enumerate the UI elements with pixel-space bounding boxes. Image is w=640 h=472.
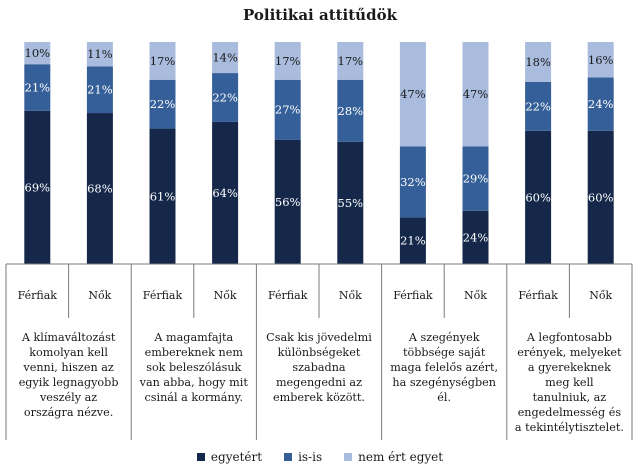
group-statement: A magamfajta embereknek nem sok beleszól… (139, 331, 248, 404)
data-label: 22% (150, 97, 176, 111)
data-label: 47% (463, 87, 489, 101)
group-statement: A szegények többsége saját maga felelős … (390, 331, 499, 404)
data-label: 32% (400, 175, 426, 189)
bar-segment-disagree (24, 42, 51, 65)
bar-category-label: Férfiak (518, 289, 558, 302)
data-label: 61% (150, 189, 176, 203)
bar-segment-disagree (525, 42, 552, 82)
group-statement: Csak kis jövedelmi különbségeket szabadn… (266, 331, 372, 404)
data-label: 21% (25, 81, 51, 95)
legend-item-disagree: nem ért egyet (344, 450, 443, 464)
legend-swatch-disagree (344, 453, 353, 461)
bar-segment-neutral (337, 79, 364, 142)
bar-segment-agree (337, 141, 364, 264)
data-label: 28% (338, 104, 364, 118)
bar-category-label: Nők (338, 289, 362, 302)
group-statement: A klímaváltozást komolyan kell venni, hi… (18, 331, 119, 419)
bar-category-label: Férfiak (142, 289, 183, 302)
data-label: 47% (400, 87, 426, 101)
bars-layer: 69% 21% 10% 68% 21% 11% 61% 22% 17% 64% 22% 14% 56% 2… (24, 42, 614, 264)
category-table-lines (5, 263, 633, 440)
bar-segment-disagree (462, 42, 489, 147)
data-label: 10% (25, 46, 51, 60)
data-label: 68% (87, 182, 113, 196)
bar-segment-agree (149, 128, 176, 264)
legend-label-agree: egyetért (210, 450, 263, 464)
data-label: 24% (463, 230, 489, 244)
bar-segment-neutral (587, 77, 614, 131)
data-label: 27% (275, 103, 301, 117)
data-label: 64% (212, 186, 238, 200)
bar-category-label: Nők (88, 289, 112, 302)
data-label: 56% (275, 195, 301, 209)
legend-item-agree: egyetért (196, 450, 263, 464)
legend-item-neutral: is-is (284, 450, 322, 464)
group-statement: A legfontosabb erények, melyeket a gyere… (514, 331, 624, 434)
bar-segment-agree (24, 110, 51, 264)
bar-segment-neutral (462, 146, 489, 211)
bar-segment-agree (86, 113, 113, 264)
data-label: 55% (338, 196, 364, 210)
data-label: 11% (87, 47, 113, 61)
legend-swatch-neutral (284, 453, 293, 461)
bar-segment-agree (212, 121, 239, 264)
data-label: 17% (338, 54, 364, 68)
data-label: 18% (525, 55, 551, 69)
bar-segment-disagree (337, 42, 364, 80)
data-label: 60% (525, 190, 551, 204)
data-label: 21% (87, 83, 113, 97)
legend-swatch-agree (196, 453, 205, 461)
bar-category-label: Nők (213, 289, 237, 302)
bar-segment-neutral (149, 79, 176, 129)
data-label: 29% (463, 172, 489, 186)
bar-category-label: Férfiak (17, 289, 57, 302)
data-label: 22% (212, 91, 238, 105)
bar-segment-agree (274, 139, 301, 264)
data-label: 14% (212, 51, 238, 65)
data-label: 16% (588, 53, 614, 67)
bar-segment-disagree (212, 42, 239, 74)
bar-segment-disagree (149, 42, 176, 80)
data-label: 22% (525, 99, 551, 113)
bar-segment-neutral (525, 81, 552, 131)
bar-segment-disagree (399, 42, 426, 147)
bar-category-label: Nők (464, 289, 487, 302)
data-label: 69% (25, 180, 51, 194)
data-label: 24% (588, 97, 614, 111)
chart-title: Politikai attitűdök (243, 6, 397, 24)
bar-segment-neutral (274, 79, 301, 140)
bar-category-label: Nők (589, 289, 613, 302)
bar-segment-agree (587, 130, 614, 264)
bar-segment-disagree (86, 42, 113, 67)
data-label: 17% (275, 54, 301, 68)
legend-label-disagree: nem ért egyet (358, 450, 444, 464)
bar-category-label: Férfiak (393, 289, 433, 302)
bar-segment-agree (462, 210, 489, 264)
bar-segment-agree (399, 217, 426, 264)
data-label: 21% (400, 234, 426, 248)
bar-segment-neutral (86, 66, 113, 114)
bar-segment-neutral (399, 146, 426, 218)
data-label: 17% (150, 54, 176, 68)
legend: egyetért is-is nem ért egyet (0, 450, 640, 464)
bar-segment-neutral (212, 73, 239, 122)
bar-segment-neutral (24, 64, 51, 111)
bar-category-label: Férfiak (268, 289, 308, 302)
data-label: 60% (588, 190, 614, 204)
legend-label-neutral: is-is (298, 450, 323, 464)
bar-segment-disagree (274, 42, 301, 80)
bar-segment-agree (525, 130, 552, 264)
bar-segment-disagree (587, 42, 614, 78)
